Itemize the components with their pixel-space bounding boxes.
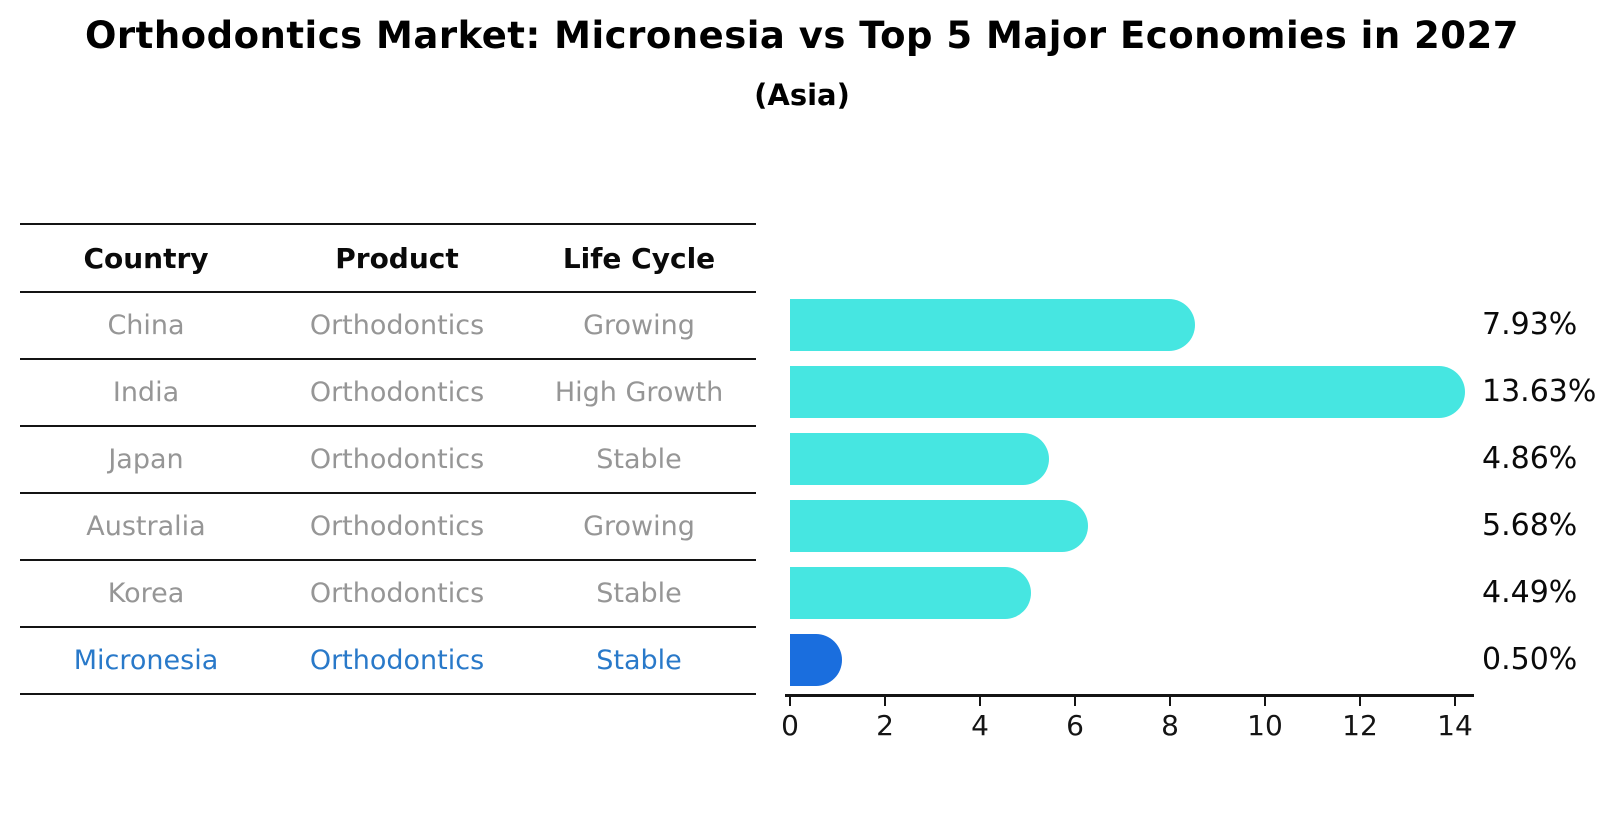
- x-axis-tick: [789, 697, 791, 706]
- x-axis-tick: [1264, 697, 1266, 706]
- x-axis-tick: [1454, 697, 1456, 706]
- cell-country: China: [107, 310, 185, 341]
- x-axis-tick: [979, 697, 981, 706]
- bar-value-label-china: 7.93%: [1482, 306, 1578, 342]
- cell-country: India: [112, 377, 180, 408]
- x-axis-tick-label: 8: [1161, 709, 1179, 742]
- cell-life-cycle: Stable: [596, 444, 682, 475]
- table-row-micronesia: Micronesia Orthodontics Stable: [20, 628, 756, 695]
- bar-value-label-micronesia: 0.50%: [1482, 641, 1578, 677]
- table-row-australia: Australia Orthodontics Growing: [20, 494, 756, 561]
- cell-product: Orthodontics: [309, 377, 485, 408]
- cell-country: Japan: [108, 444, 184, 475]
- column-header-product: Product: [335, 241, 459, 275]
- table-row-china: China Orthodontics Growing: [20, 293, 756, 360]
- cell-life-cycle: Stable: [596, 578, 682, 609]
- table-header-row: Country Product Life Cycle: [20, 225, 756, 293]
- column-header-life-cycle: Life Cycle: [562, 241, 716, 275]
- x-axis-tick-label: 6: [1066, 709, 1084, 742]
- x-axis-tick: [1169, 697, 1171, 706]
- bar-value-label-japan: 4.86%: [1482, 440, 1578, 476]
- cell-product: Orthodontics: [309, 444, 485, 475]
- bar-australia: [790, 499, 1088, 552]
- x-axis-tick-label: 4: [971, 709, 989, 742]
- cell-life-cycle: Growing: [583, 511, 695, 542]
- cell-life-cycle: High Growth: [554, 377, 724, 408]
- x-axis-tick-label: 2: [876, 709, 894, 742]
- x-axis-tick-label: 12: [1342, 709, 1378, 742]
- cell-country: Micronesia: [73, 645, 219, 676]
- bar-micronesia: [790, 633, 842, 686]
- table-row-japan: Japan Orthodontics Stable: [20, 427, 756, 494]
- x-axis: [785, 694, 1474, 697]
- bar-korea: [790, 566, 1031, 619]
- cell-product: Orthodontics: [309, 578, 485, 609]
- bar-japan: [790, 432, 1049, 485]
- x-axis-tick-label: 14: [1437, 709, 1473, 742]
- bar-value-label-korea: 4.49%: [1482, 574, 1578, 610]
- x-axis-tick: [884, 697, 886, 706]
- bar-india: [790, 365, 1465, 418]
- chart-title: Orthodontics Market: Micronesia vs Top 5…: [84, 14, 1520, 57]
- cell-product: Orthodontics: [309, 645, 485, 676]
- bar-value-label-australia: 5.68%: [1482, 507, 1578, 543]
- cell-product: Orthodontics: [309, 511, 485, 542]
- cell-product: Orthodontics: [309, 310, 485, 341]
- table-row-india: India Orthodontics High Growth: [20, 360, 756, 427]
- bar-china: [790, 298, 1195, 351]
- x-axis-tick-label: 0: [781, 709, 799, 742]
- cell-life-cycle: Growing: [583, 310, 695, 341]
- comparison-table: Country Product Life Cycle China Orthodontic…: [20, 223, 756, 695]
- x-axis-tick: [1359, 697, 1361, 706]
- column-header-country: Country: [83, 241, 209, 275]
- chart-subtitle: (Asia): [754, 78, 850, 112]
- cell-country: Korea: [107, 578, 185, 609]
- cell-life-cycle: Stable: [596, 645, 682, 676]
- bar-value-label-india: 13.63%: [1482, 373, 1597, 409]
- x-axis-tick: [1074, 697, 1076, 706]
- table-row-korea: Korea Orthodontics Stable: [20, 561, 756, 628]
- cell-country: Australia: [86, 511, 206, 542]
- x-axis-tick-label: 10: [1247, 709, 1283, 742]
